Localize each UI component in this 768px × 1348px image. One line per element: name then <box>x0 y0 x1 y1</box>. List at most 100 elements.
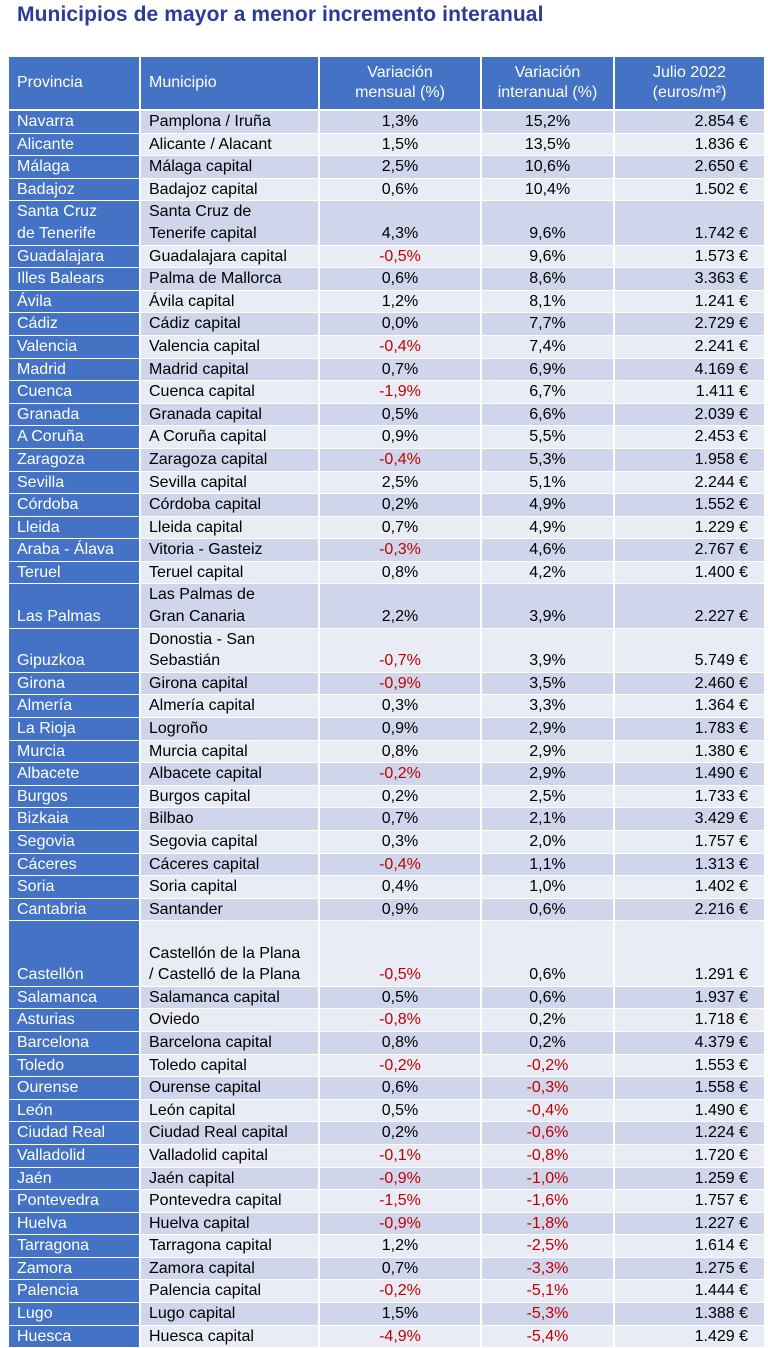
cell-precio: 1.275 € <box>613 1257 764 1281</box>
cell-precio: 1.614 € <box>613 1234 764 1258</box>
cell-municipio: Ourense capital <box>139 1076 319 1100</box>
cell-provincia: Illes Balears <box>9 267 140 291</box>
cell-provincia: Lleida <box>9 516 140 540</box>
table-row: Málaga Málaga capital 2,5% 10,6% 2.650 € <box>9 155 764 179</box>
cell-provincia: Cuenca <box>9 380 140 404</box>
cell-municipio: Donostia - San Sebastián <box>139 628 319 673</box>
cell-municipio: Salamanca capital <box>139 986 319 1010</box>
table-row: Araba - Álava Vitoria - Gasteiz -0,3% 4,6% 2… <box>9 538 764 562</box>
cell-municipio: Alicante / Alacant <box>139 133 319 157</box>
cell-variacion-interanual: 3,3% <box>480 694 614 719</box>
cell-provincia: Murcia <box>9 740 140 764</box>
cell-provincia: Huelva <box>9 1212 140 1236</box>
cell-provincia: Teruel <box>9 561 140 585</box>
cell-provincia: Valencia <box>9 335 140 359</box>
cell-variacion-interanual: -5,4% <box>480 1325 614 1348</box>
cell-variacion-interanual: 3,5% <box>480 672 614 696</box>
cell-variacion-interanual: 4,9% <box>480 516 614 540</box>
cell-variacion-mensual: -0,9% <box>318 1212 481 1236</box>
cell-precio: 2.216 € <box>613 898 764 922</box>
cell-variacion-interanual: 2,5% <box>480 785 614 809</box>
table-row: Cuenca Cuenca capital -1,9% 6,7% 1.411 € <box>9 380 764 404</box>
cell-variacion-mensual: -0,4% <box>318 335 481 359</box>
cell-municipio: Albacete capital <box>139 762 319 786</box>
cell-precio: 1.783 € <box>613 717 764 741</box>
cell-variacion-mensual: 0,9% <box>318 898 481 922</box>
cell-variacion-mensual: -1,9% <box>318 380 481 404</box>
cell-municipio: Córdoba capital <box>139 493 319 517</box>
cell-municipio: Santa Cruz de Tenerife capital <box>139 200 319 246</box>
cell-variacion-interanual: -0,6% <box>480 1121 614 1145</box>
cell-municipio: Barcelona capital <box>139 1031 319 1055</box>
cell-variacion-interanual: 6,9% <box>480 358 614 382</box>
cell-provincia: Guadalajara <box>9 245 140 269</box>
cell-variacion-interanual: 4,2% <box>480 561 614 585</box>
table-row: Toledo Toledo capital -0,2% -0,2% 1.553 € <box>9 1054 764 1078</box>
cell-precio: 1.224 € <box>613 1121 764 1145</box>
cell-variacion-mensual: 0,8% <box>318 1031 481 1055</box>
table-row: Gipuzkoa Donostia - San Sebastián -0,7% 3,9… <box>9 628 764 673</box>
cell-variacion-interanual: -2,5% <box>480 1234 614 1258</box>
cell-precio: 1.429 € <box>613 1325 764 1348</box>
cell-provincia: Badajoz <box>9 178 140 202</box>
cell-precio: 2.460 € <box>613 672 764 696</box>
cell-provincia: Burgos <box>9 785 140 809</box>
cell-provincia: Lugo <box>9 1302 140 1326</box>
cell-provincia: Ávila <box>9 290 140 314</box>
cell-precio: 1.558 € <box>613 1076 764 1100</box>
cell-provincia: Ourense <box>9 1076 140 1100</box>
table-row: Cádiz Cádiz capital 0,0% 7,7% 2.729 € <box>9 312 764 336</box>
cell-variacion-interanual: 13,5% <box>480 133 614 157</box>
cell-provincia: León <box>9 1099 140 1123</box>
cell-precio: 1.444 € <box>613 1279 764 1304</box>
cell-variacion-interanual: -3,3% <box>480 1257 614 1281</box>
cell-variacion-interanual: 3,9% <box>480 628 614 673</box>
cell-precio: 1.400 € <box>613 561 764 585</box>
cell-variacion-mensual: 0,6% <box>318 178 481 202</box>
cell-provincia: Pontevedra <box>9 1189 140 1213</box>
cell-provincia: Bizkaia <box>9 807 140 831</box>
table-row: León León capital 0,5% -0,4% 1.490 € <box>9 1099 764 1123</box>
cell-variacion-mensual: 0,2% <box>318 493 481 517</box>
table-row: Madrid Madrid capital 0,7% 6,9% 4.169 € <box>9 358 764 382</box>
cell-provincia: La Rioja <box>9 717 140 741</box>
cell-provincia: Soria <box>9 875 140 899</box>
cell-precio: 1.742 € <box>613 200 764 246</box>
cell-variacion-mensual: -0,9% <box>318 1167 481 1191</box>
cell-variacion-mensual: 0,7% <box>318 358 481 382</box>
cell-variacion-mensual: 4,3% <box>318 200 481 246</box>
cell-provincia: Araba - Álava <box>9 538 140 562</box>
cell-provincia: A Coruña <box>9 425 140 449</box>
cell-variacion-mensual: -0,8% <box>318 1008 481 1032</box>
cell-variacion-interanual: 8,1% <box>480 290 614 314</box>
table-row: Almería Almería capital 0,3% 3,3% 1.364 € <box>9 694 764 719</box>
cell-variacion-mensual: 0,3% <box>318 694 481 719</box>
cell-precio: 2.241 € <box>613 335 764 359</box>
cell-variacion-mensual: 0,5% <box>318 1099 481 1123</box>
cell-precio: 1.490 € <box>613 1099 764 1123</box>
table-row: Lleida Lleida capital 0,7% 4,9% 1.229 € <box>9 516 764 540</box>
cell-provincia: Palencia <box>9 1279 140 1304</box>
table-row: Badajoz Badajoz capital 0,6% 10,4% 1.502 € <box>9 178 764 202</box>
cell-variacion-interanual: 0,6% <box>480 986 614 1010</box>
cell-provincia: Huesca <box>9 1325 140 1348</box>
table-row: Zaragoza Zaragoza capital -0,4% 5,3% 1.958 € <box>9 448 764 472</box>
cell-variacion-interanual: -0,3% <box>480 1076 614 1100</box>
cell-provincia: Santa Cruz de Tenerife <box>9 200 140 246</box>
cell-precio: 1.490 € <box>613 762 764 786</box>
cell-variacion-interanual: 7,7% <box>480 312 614 336</box>
cell-variacion-interanual: 0,2% <box>480 1008 614 1032</box>
cell-variacion-mensual: 0,8% <box>318 561 481 585</box>
cell-precio: 4.379 € <box>613 1031 764 1055</box>
cell-variacion-interanual: -1,8% <box>480 1212 614 1236</box>
cell-provincia: Almería <box>9 694 140 719</box>
cell-variacion-mensual: 0,0% <box>318 312 481 336</box>
cell-municipio: Valladolid capital <box>139 1144 319 1168</box>
cell-variacion-interanual: 1,0% <box>480 875 614 899</box>
cell-variacion-mensual: 0,7% <box>318 807 481 831</box>
cell-precio: 1.720 € <box>613 1144 764 1168</box>
cell-variacion-interanual: 6,6% <box>480 403 614 427</box>
cell-precio: 1.380 € <box>613 740 764 764</box>
cell-municipio: Zamora capital <box>139 1257 319 1281</box>
cell-provincia: Granada <box>9 403 140 427</box>
